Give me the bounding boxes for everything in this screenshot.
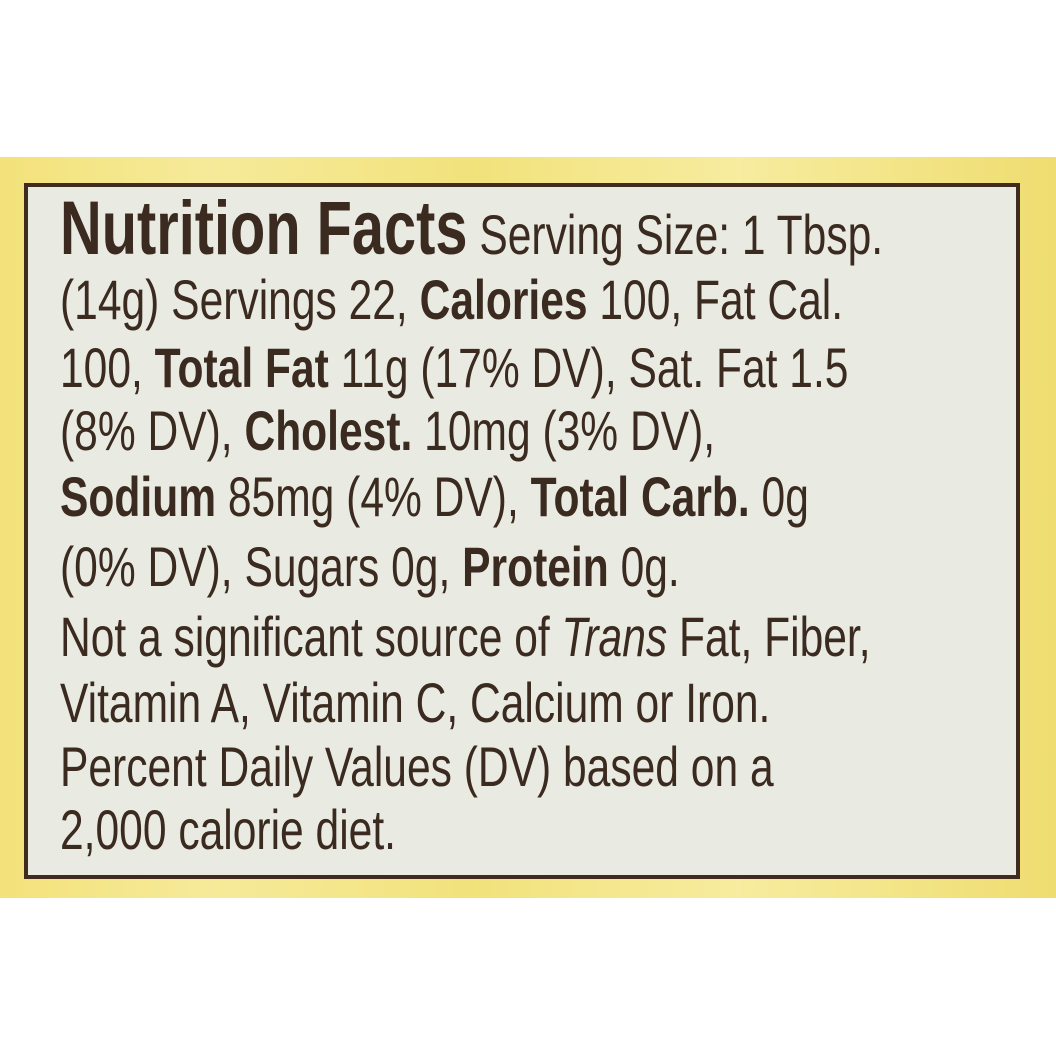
nutrition-line-5: Sodium 85mg (4% DV), Total Carb. 0g [60, 464, 809, 530]
nutrition-line-2: (14g) Servings 22, Calories 100, Fat Cal… [60, 267, 843, 333]
nutrition-line-8: Vitamin A, Vitamin C, Calcium or Iron. [60, 670, 770, 736]
calorie-diet-note: 2,000 calorie diet. [60, 798, 396, 861]
sat-fat-dv: (8% DV), [60, 399, 245, 462]
nutrition-line-9: Percent Daily Values (DV) based on a [60, 734, 774, 800]
nutrition-line-4: (8% DV), Cholest. 10mg (3% DV), [60, 398, 715, 464]
serving-size: Serving Size: 1 Tbsp. [467, 203, 884, 266]
total-carb-value: 0g [749, 465, 809, 528]
daily-values-note: Percent Daily Values (DV) based on a [60, 735, 774, 798]
cholesterol-label: Cholest. [244, 399, 413, 462]
sodium-label: Sodium [60, 465, 217, 528]
carb-dv-sugars: (0% DV), Sugars 0g, [60, 535, 463, 598]
calories-label: Calories [419, 268, 588, 331]
nutrition-facts-panel [24, 183, 1020, 879]
protein-label: Protein [462, 535, 609, 598]
total-fat-label: Total Fat [154, 336, 329, 399]
calories-value: 100, Fat Cal. [587, 268, 844, 331]
fat-cal-value: 100, [60, 336, 155, 399]
nutrition-line-10: 2,000 calorie diet. [60, 797, 396, 863]
total-carb-label: Total Carb. [530, 465, 750, 528]
trans-italic: Trans [561, 605, 668, 668]
nutrition-facts-heading: Nutrition Facts [60, 186, 468, 271]
sodium-value: 85mg (4% DV), [216, 465, 531, 528]
not-significant-text: Not a significant source of [60, 605, 562, 668]
fat-fiber-text: Fat, Fiber, [667, 605, 871, 668]
nutrition-line-3: 100, Total Fat 11g (17% DV), Sat. Fat 1.… [60, 335, 848, 401]
servings-text: (14g) Servings 22, [60, 268, 420, 331]
nutrition-line-6: (0% DV), Sugars 0g, Protein 0g. [60, 534, 680, 600]
protein-value: 0g. [608, 535, 680, 598]
cholesterol-value: 10mg (3% DV), [412, 399, 716, 462]
nutrition-line-1: Nutrition Facts Serving Size: 1 Tbsp. [60, 191, 884, 268]
nutrition-line-7: Not a significant source of Trans Fat, F… [60, 604, 871, 670]
vitamins-text: Vitamin A, Vitamin C, Calcium or Iron. [60, 671, 771, 734]
total-fat-value: 11g (17% DV), Sat. Fat 1.5 [328, 336, 849, 399]
